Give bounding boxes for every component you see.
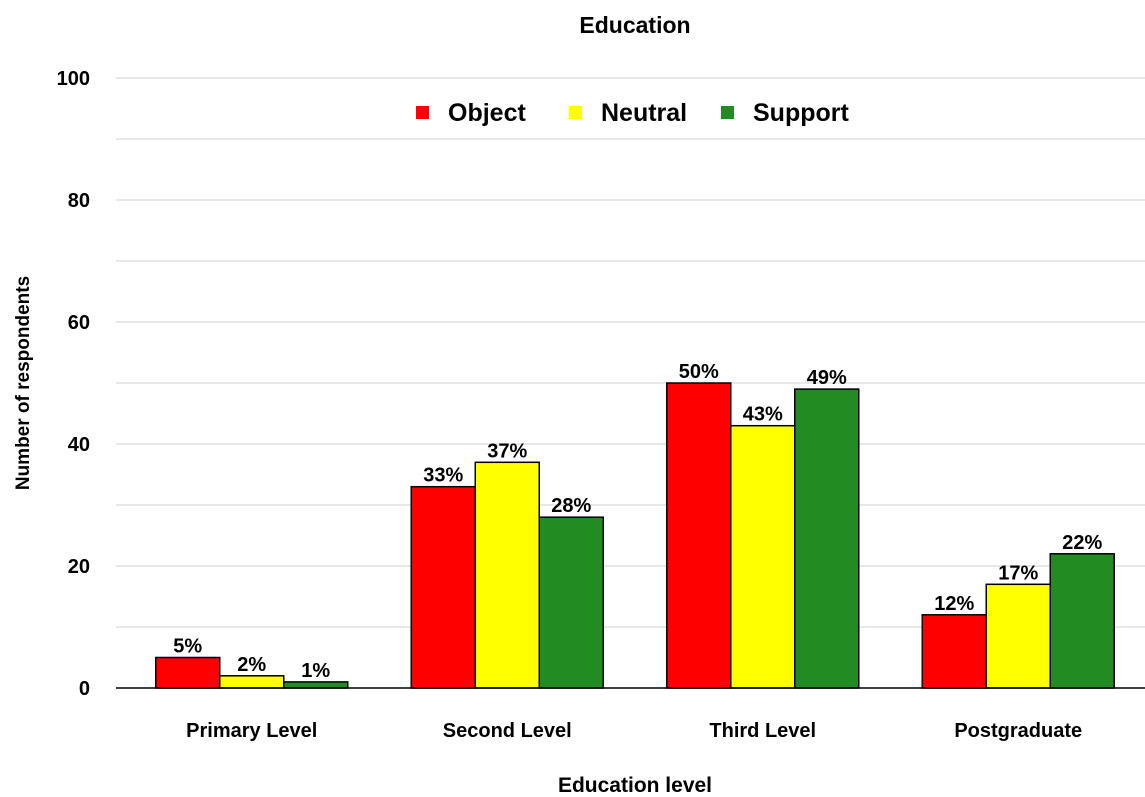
- y-axis-label: Number of respondents: [13, 276, 34, 490]
- x-tick-label: Primary Level: [186, 720, 317, 742]
- y-tick-label: 60: [68, 312, 90, 334]
- bars: [155, 382, 1115, 689]
- bar-value-label: 22%: [1062, 532, 1102, 554]
- bar-value-label: 17%: [998, 562, 1038, 584]
- legend: Object Neutral Support: [416, 99, 849, 127]
- bar-value-label: 50%: [679, 361, 719, 383]
- legend-swatch-support: [721, 106, 734, 119]
- y-tick-label: 20: [68, 556, 90, 578]
- bar-value-label: 33%: [423, 465, 463, 487]
- x-axis-label: Education level: [558, 774, 712, 792]
- y-tick-label: 80: [68, 190, 90, 212]
- bar-neutral: [985, 583, 1051, 689]
- bar-value-label: 37%: [487, 440, 527, 462]
- bar-support: [1049, 553, 1115, 689]
- bar-support: [283, 681, 349, 689]
- legend-swatch-neutral: [569, 106, 582, 119]
- chart-title: Education: [579, 12, 690, 38]
- y-tick-label: 0: [79, 678, 90, 700]
- bar-neutral: [219, 675, 285, 689]
- y-tick-label: 40: [68, 434, 90, 456]
- data-labels: 5% 2% 1% 33% 37% 28% 50% 43% 49% 12% 17% 22%: [173, 361, 1102, 682]
- y-tick-label: 100: [57, 68, 90, 90]
- bar-neutral: [730, 424, 796, 689]
- bar-value-label: 43%: [743, 404, 783, 426]
- legend-label-neutral: Neutral: [601, 99, 687, 127]
- x-tick-label: Postgraduate: [954, 720, 1082, 742]
- bar-value-label: 5%: [173, 636, 202, 658]
- bar-object: [155, 656, 221, 689]
- bar-neutral: [474, 461, 540, 689]
- bar-value-label: 49%: [807, 367, 847, 389]
- legend-swatch-object: [416, 106, 429, 119]
- bar-value-label: 28%: [551, 495, 591, 517]
- bar-object: [921, 614, 987, 689]
- bar-support: [538, 516, 604, 689]
- gridlines: [116, 77, 1145, 628]
- bar-value-label: 1%: [301, 660, 330, 682]
- axes: 0 20 40 60 80 100 Primary Level Second Level Thi…: [57, 68, 1145, 742]
- bar-value-label: 2%: [237, 654, 266, 676]
- bar-support: [794, 388, 860, 689]
- bar-object: [410, 485, 476, 689]
- legend-label-support: Support: [753, 99, 849, 127]
- legend-label-object: Object: [448, 99, 526, 127]
- x-tick-label: Second Level: [443, 720, 572, 742]
- bar-value-label: 12%: [934, 593, 974, 615]
- x-tick-label: Third Level: [709, 720, 816, 742]
- bar-object: [666, 382, 732, 689]
